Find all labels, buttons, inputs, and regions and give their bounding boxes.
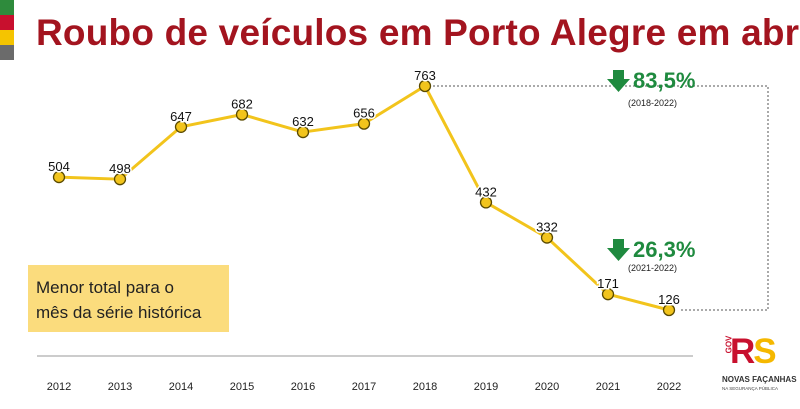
data-point	[235, 108, 249, 121]
down-arrow-icon	[607, 239, 630, 262]
data-label: 171	[597, 276, 619, 291]
change-value: 26,3%	[633, 237, 696, 263]
data-point	[662, 303, 676, 317]
data-point	[601, 288, 615, 301]
data-label: 126	[658, 292, 680, 307]
data-point	[418, 79, 432, 93]
data-point	[540, 231, 554, 244]
x-tick-label: 2012	[47, 381, 71, 393]
change-period: (2021-2022)	[628, 263, 678, 273]
data-point	[174, 120, 188, 133]
highlight-note: Menor total para o mês da série históric…	[28, 265, 229, 332]
change-period: (2018-2022)	[628, 98, 678, 108]
highlight-line-2: mês da série histórica	[36, 303, 202, 322]
data-point	[52, 170, 66, 184]
x-tick-label: 2021	[596, 381, 620, 393]
rs-government-logo: GOV RS NOVAS FAÇANHAS NA SEGURANÇA PÚBLI…	[718, 332, 797, 400]
data-label: 632	[292, 114, 314, 129]
data-label: 682	[231, 96, 253, 111]
x-tick-label: 2018	[413, 381, 437, 393]
change-value: 83,5%	[633, 68, 696, 94]
data-label: 656	[353, 106, 375, 121]
down-arrow-icon	[607, 70, 630, 93]
x-tick-label: 2015	[230, 381, 254, 393]
flag-stripe-gray	[0, 45, 14, 60]
x-tick-label: 2013	[108, 381, 132, 393]
flag-stripe-green	[0, 0, 14, 15]
data-label: 763	[414, 68, 436, 83]
change-2018-2022: 83,5%	[607, 67, 695, 94]
logo-rs: RS	[730, 332, 777, 371]
x-tick-label: 2019	[474, 381, 498, 393]
data-point	[357, 117, 371, 130]
data-point	[479, 196, 493, 209]
change-2021-2022: 26,3%	[607, 236, 695, 263]
data-label: 498	[109, 161, 131, 176]
flag-stripe-red	[0, 15, 14, 30]
data-label: 432	[475, 184, 497, 199]
logo-subtitle: NA SEGURANÇA PÚBLICA	[722, 386, 779, 391]
data-label: 332	[536, 220, 558, 235]
x-tick-label: 2017	[352, 381, 376, 393]
logo-tagline: NOVAS FAÇANHAS	[722, 375, 797, 384]
x-tick-label: 2022	[657, 381, 681, 393]
x-tick-label: 2016	[291, 381, 315, 393]
data-label: 647	[170, 109, 192, 124]
data-point	[113, 173, 127, 186]
x-tick-label: 2014	[169, 381, 193, 393]
flag-stripe-yellow	[0, 30, 14, 45]
highlight-line-1: Menor total para o	[36, 278, 174, 297]
chart-title: Roubo de veículos em Porto Alegre em abr…	[36, 12, 800, 53]
data-label: 504	[48, 159, 70, 174]
x-tick-label: 2020	[535, 381, 559, 393]
data-point	[296, 125, 310, 139]
